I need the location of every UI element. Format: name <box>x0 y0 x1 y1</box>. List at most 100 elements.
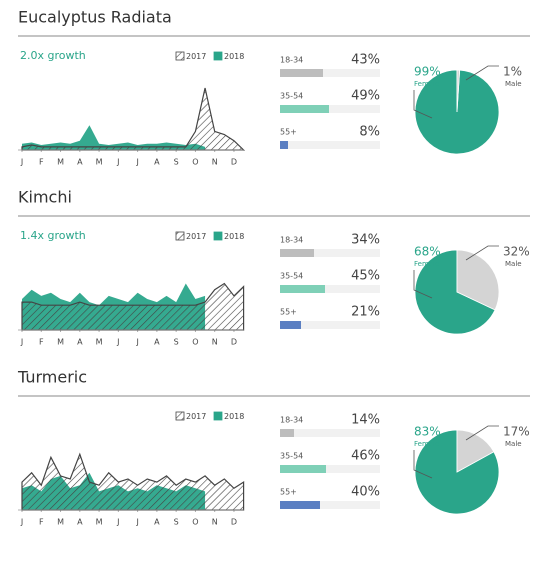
age-label: 35-54 <box>280 92 303 101</box>
pie-category-label: Male <box>505 260 522 268</box>
pie-value-label: 17% <box>503 425 530 439</box>
bar-track <box>280 285 380 293</box>
age-percent: 46% <box>351 449 380 464</box>
x-tick-label: N <box>212 338 218 347</box>
bar-track <box>280 69 380 77</box>
x-tick-label: J <box>116 158 119 167</box>
leader-line <box>413 450 433 479</box>
age-label: 55+ <box>280 488 297 497</box>
growth-label: 2.0x growth <box>20 49 86 62</box>
bar <box>280 249 314 257</box>
x-tick-label: F <box>39 338 44 347</box>
age-percent: 49% <box>351 89 380 104</box>
x-tick-label: O <box>192 158 198 167</box>
legend-swatch <box>175 51 185 61</box>
pie-value-label: 1% <box>503 65 522 79</box>
x-tick-label: D <box>231 518 237 527</box>
pie-category-label: Female <box>414 260 439 268</box>
legend-swatch <box>175 411 185 421</box>
bar-track <box>280 465 380 473</box>
pie-slice <box>414 249 496 335</box>
legend-swatch <box>213 231 223 241</box>
legend-label: 2017 <box>186 52 206 61</box>
age-percent: 21% <box>351 305 380 320</box>
section-title: Turmeric <box>17 368 87 387</box>
x-tick-label: J <box>135 518 138 527</box>
growth-label: 1.4x growth <box>20 229 86 242</box>
pie-value-label: 68% <box>414 245 441 259</box>
x-tick-label: D <box>231 338 237 347</box>
bar-track <box>280 321 380 329</box>
x-tick-label: D <box>231 158 237 167</box>
bar-track <box>280 501 380 509</box>
x-tick-label: A <box>77 158 83 167</box>
legend-label: 2018 <box>224 412 244 421</box>
bar-track <box>280 429 380 437</box>
bar-track <box>280 249 380 257</box>
bar <box>280 429 294 437</box>
x-tick-label: A <box>154 158 160 167</box>
pie-category-label: Male <box>505 80 522 88</box>
x-tick-label: J <box>135 338 138 347</box>
age-percent: 34% <box>351 233 380 248</box>
x-tick-label: A <box>77 518 83 527</box>
bar <box>280 501 320 509</box>
legend-label: 2018 <box>224 232 244 241</box>
bar-track <box>280 105 380 113</box>
legend-label: 2018 <box>224 52 244 61</box>
pie-slice <box>414 429 500 515</box>
x-tick-label: A <box>154 518 160 527</box>
legend-label: 2017 <box>186 412 206 421</box>
x-tick-label: M <box>96 518 103 527</box>
pie-category-label: Female <box>414 440 439 448</box>
section-title: Kimchi <box>18 188 72 207</box>
pie-slice <box>456 429 495 473</box>
age-percent: 14% <box>351 413 380 428</box>
pie-value-label: 99% <box>414 65 441 79</box>
age-percent: 8% <box>359 125 380 140</box>
bar-track <box>280 141 380 149</box>
x-tick-label: S <box>174 338 179 347</box>
x-tick-label: A <box>154 338 160 347</box>
x-tick-label: J <box>116 338 119 347</box>
pie-value-label: 32% <box>503 245 530 259</box>
x-tick-label: F <box>39 158 44 167</box>
area-series <box>21 452 245 511</box>
x-tick-label: F <box>39 518 44 527</box>
area-series <box>22 125 206 150</box>
x-tick-label: M <box>57 518 64 527</box>
legend-swatch <box>213 51 223 61</box>
x-tick-label: S <box>174 158 179 167</box>
x-tick-label: O <box>192 338 198 347</box>
bar <box>280 321 301 329</box>
area-series <box>21 87 246 151</box>
x-tick-label: N <box>212 158 218 167</box>
bar <box>280 69 323 77</box>
x-tick-label: S <box>174 518 179 527</box>
pie-category-label: Female <box>414 80 439 88</box>
x-tick-label: N <box>212 518 218 527</box>
age-label: 18-34 <box>280 416 303 425</box>
leader-line <box>413 90 433 119</box>
section-title: Eucalyptus Radiata <box>18 8 172 27</box>
age-label: 55+ <box>280 308 297 317</box>
x-tick-label: J <box>116 518 119 527</box>
x-tick-label: J <box>135 158 138 167</box>
age-label: 18-34 <box>280 236 303 245</box>
pie-category-label: Male <box>505 440 522 448</box>
x-tick-label: M <box>96 158 103 167</box>
legend-swatch <box>213 411 223 421</box>
x-tick-label: M <box>57 338 64 347</box>
bar <box>280 105 329 113</box>
legend-swatch <box>175 231 185 241</box>
leader-line <box>465 65 499 81</box>
age-percent: 43% <box>351 53 380 68</box>
x-tick-label: M <box>96 338 103 347</box>
bar <box>280 141 288 149</box>
leader-line <box>465 245 499 261</box>
legend-label: 2017 <box>186 232 206 241</box>
age-percent: 40% <box>351 485 380 500</box>
leader-line <box>413 270 433 299</box>
bar <box>280 285 325 293</box>
